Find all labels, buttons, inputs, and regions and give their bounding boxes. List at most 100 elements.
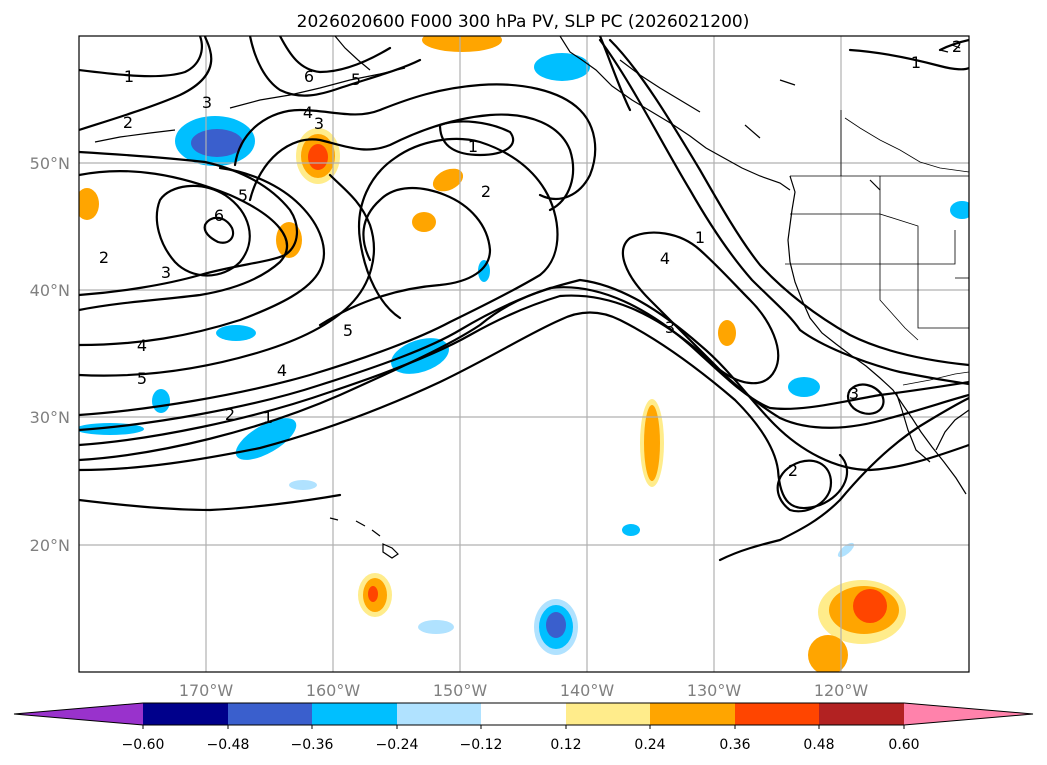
colorbar-segment: [228, 703, 312, 725]
positive-pv-patch: [422, 36, 502, 52]
contour-label: 1: [124, 67, 134, 86]
lon-label: 150°W: [433, 681, 488, 700]
slp-contour: [846, 383, 885, 415]
colorbar-tick-label: 0.48: [803, 737, 834, 753]
colorbar-segment: [312, 703, 397, 725]
negative-pv-patch: [788, 377, 820, 397]
negative-pv-patch: [534, 53, 590, 81]
colorbar-tick-label: −0.24: [376, 737, 419, 753]
slp-contour: [79, 166, 325, 347]
colorbar-segment: [735, 703, 819, 725]
slp-contour: [248, 113, 575, 212]
negative-pv-patch: [418, 620, 454, 634]
colorbar-segment: [143, 703, 228, 725]
positive-pv-patch: [432, 168, 464, 192]
slp-contour: [79, 150, 298, 297]
slp-contour: [79, 137, 559, 417]
slp-contour: [203, 216, 235, 244]
colorbar-ticks: [142, 725, 905, 729]
slp-contour: [155, 184, 251, 277]
colorbar-segment: [397, 703, 481, 725]
lat-label: 20°N: [30, 536, 70, 555]
contour-label: 2: [481, 182, 491, 201]
colorbar-segment: [481, 703, 566, 725]
slp-contour: [79, 36, 203, 78]
contour-label: 3: [849, 384, 859, 403]
contour-label: 5: [137, 369, 147, 388]
slp-contour: [278, 36, 392, 74]
positive-pv-patch: [718, 320, 736, 346]
slp-contour: [248, 36, 422, 97]
contour-label: 3: [665, 318, 675, 337]
negative-pv-patch: [216, 325, 256, 341]
lat-label: 40°N: [30, 281, 70, 300]
contour-label: 4: [660, 249, 670, 268]
lon-label: 170°W: [179, 681, 234, 700]
pv-anomaly-shading: [79, 36, 969, 672]
slp-contour: [718, 396, 969, 562]
negative-pv-patch: [152, 389, 170, 413]
slp-contour: [621, 231, 780, 385]
slp-contour: [79, 36, 213, 132]
slp-contour: [79, 294, 969, 447]
negative-pv-patch: [289, 480, 317, 490]
slp-contour: [233, 83, 597, 200]
slp-contour: [318, 186, 492, 327]
slp-contour: [598, 36, 632, 112]
contour-label: 3: [314, 114, 324, 133]
slp-contour: [79, 286, 969, 432]
slp-contour: [776, 459, 833, 513]
contour-label: 2: [952, 37, 962, 56]
colorbar-segment: [566, 703, 650, 725]
map-frame: [78, 35, 970, 673]
lon-label: 160°W: [306, 681, 361, 700]
contour-label: 2: [99, 248, 109, 267]
political-borders: [785, 110, 969, 386]
contour-label: 6: [214, 206, 224, 225]
colorbar-segment: [819, 703, 904, 725]
lat-label: 30°N: [30, 408, 70, 427]
colorbar-tick-label: 0.36: [719, 737, 750, 753]
colorbar-min-extension: [14, 703, 143, 725]
contour-label: 3: [202, 93, 212, 112]
colorbar-tick-label: −0.36: [291, 737, 334, 753]
colorbar-tick-label: 0.24: [634, 737, 665, 753]
map-title: 2026020600 F000 300 hPa PV, SLP PC (2026…: [297, 12, 750, 32]
colorbar-tick-label: 0.12: [550, 737, 581, 753]
contour-label: 3: [161, 263, 171, 282]
colorbar-tick-label: −0.12: [460, 737, 503, 753]
lat-label: 50°N: [30, 154, 70, 173]
colorbar-tick-label: −0.48: [207, 737, 250, 753]
slp-contour: [79, 311, 849, 510]
lon-label: 130°W: [687, 681, 742, 700]
negative-pv-patch: [534, 599, 578, 655]
slp-contour: [598, 38, 969, 386]
slp-contour: [79, 170, 288, 312]
latitude-labels: 50°N 40°N 30°N 20°N: [30, 154, 70, 555]
slp-contour: [608, 38, 969, 367]
positive-pv-patch: [79, 188, 99, 220]
colorbar-tick-label: −0.60: [122, 737, 165, 753]
negative-pv-patch: [478, 260, 490, 282]
negative-pv-patch: [837, 542, 855, 558]
lon-label: 120°W: [814, 681, 869, 700]
contour-label: 2: [123, 113, 133, 132]
contour-label: 4: [303, 103, 313, 122]
negative-pv-patch: [950, 201, 969, 219]
slp-contour: [438, 120, 515, 157]
slp-contour-labels: 1 2 3 6 5 4 3 1 2 5 6 2 3 4 5 4 2 1 5 1 …: [99, 37, 962, 480]
contour-label: 4: [277, 361, 287, 380]
positive-pv-patch: [412, 212, 436, 232]
contour-label: 1: [911, 53, 921, 72]
colorbar-segment: [650, 703, 735, 725]
contour-label: 1: [468, 137, 478, 156]
colorbar-max-extension: [904, 703, 1033, 725]
contour-label: 5: [238, 186, 248, 205]
contour-label: 2: [788, 461, 798, 480]
slp-contour: [79, 493, 342, 512]
negative-pv-patch: [622, 524, 640, 536]
contour-label: 5: [343, 321, 353, 340]
longitude-labels: 170°W 160°W 150°W 140°W 130°W 120°W: [179, 681, 869, 700]
positive-pv-patch: [808, 580, 906, 672]
